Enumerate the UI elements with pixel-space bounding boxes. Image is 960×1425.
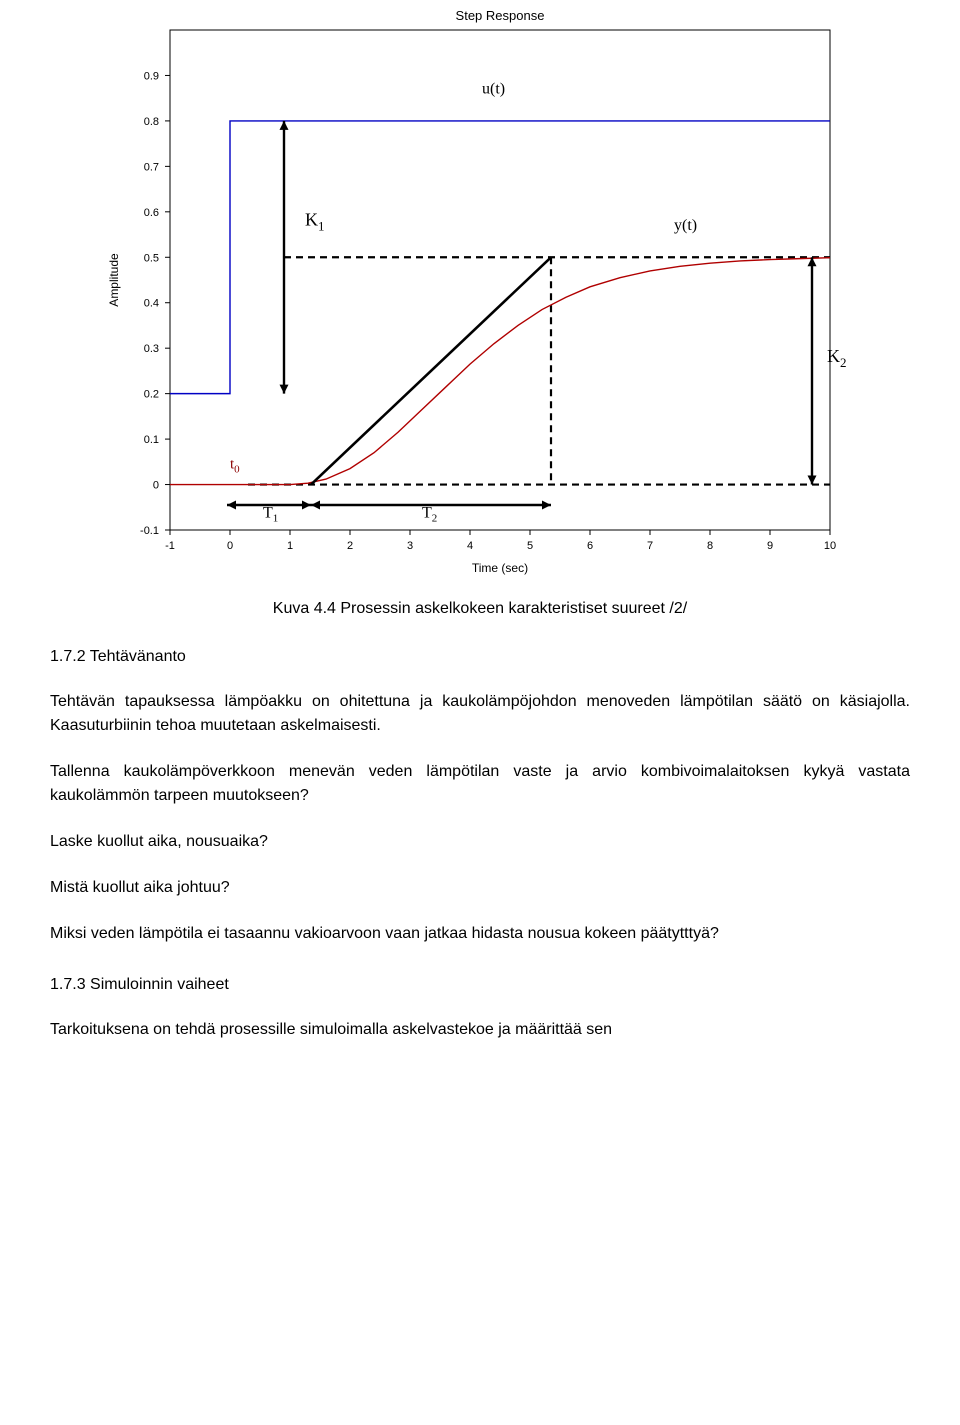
- svg-text:Step Response: Step Response: [456, 8, 545, 23]
- svg-text:8: 8: [707, 540, 713, 552]
- svg-text:0.3: 0.3: [144, 343, 159, 355]
- paragraph-5: Miksi veden lämpötila ei tasaannu vakioa…: [50, 922, 910, 946]
- paragraph-4: Mistä kuollut aika johtuu?: [50, 876, 910, 900]
- paragraph-1: Tehtävän tapauksessa lämpöakku on ohitet…: [50, 690, 910, 738]
- svg-text:0: 0: [227, 540, 233, 552]
- svg-text:0.4: 0.4: [144, 298, 159, 310]
- paragraph-3: Laske kuollut aika, nousuaika?: [50, 830, 910, 854]
- svg-text:3: 3: [407, 540, 413, 552]
- svg-text:0.9: 0.9: [144, 70, 159, 82]
- svg-text:-1: -1: [165, 540, 175, 552]
- svg-text:5: 5: [527, 540, 533, 552]
- svg-text:2: 2: [347, 540, 353, 552]
- svg-text:6: 6: [587, 540, 593, 552]
- paragraph-6: Tarkoituksena on tehdä prosessille simul…: [50, 1018, 910, 1042]
- svg-text:u(t): u(t): [482, 81, 505, 98]
- svg-text:0.7: 0.7: [144, 161, 159, 173]
- svg-text:4: 4: [467, 540, 473, 552]
- chart-svg: Step Response -1 0 1 2 3 4 5 6 7 8 9 10 -0.1 0 0.1 0.2 0.…: [100, 0, 860, 580]
- svg-text:y(t): y(t): [674, 217, 697, 234]
- svg-text:-0.1: -0.1: [140, 525, 159, 537]
- step-response-chart: Step Response -1 0 1 2 3 4 5 6 7 8 9 10 -0.1 0 0.1 0.2 0.…: [100, 0, 860, 580]
- svg-text:0.5: 0.5: [144, 252, 159, 264]
- svg-text:1: 1: [287, 540, 293, 552]
- svg-text:Time (sec): Time (sec): [472, 561, 528, 575]
- figure-caption: Kuva 4.4 Prosessin askelkokeen karakteri…: [50, 600, 910, 618]
- svg-text:Amplitude: Amplitude: [107, 253, 121, 307]
- svg-text:0.2: 0.2: [144, 389, 159, 401]
- svg-text:10: 10: [824, 540, 836, 552]
- svg-text:0.1: 0.1: [144, 434, 159, 446]
- svg-text:0.6: 0.6: [144, 207, 159, 219]
- svg-text:7: 7: [647, 540, 653, 552]
- svg-text:0: 0: [153, 480, 159, 492]
- section-heading-2: 1.7.3 Simuloinnin vaiheet: [50, 976, 910, 994]
- svg-text:9: 9: [767, 540, 773, 552]
- section-heading: 1.7.2 Tehtävänanto: [50, 648, 910, 666]
- svg-text:0.8: 0.8: [144, 116, 159, 128]
- paragraph-2: Tallenna kaukolämpöverkkoon menevän vede…: [50, 760, 910, 808]
